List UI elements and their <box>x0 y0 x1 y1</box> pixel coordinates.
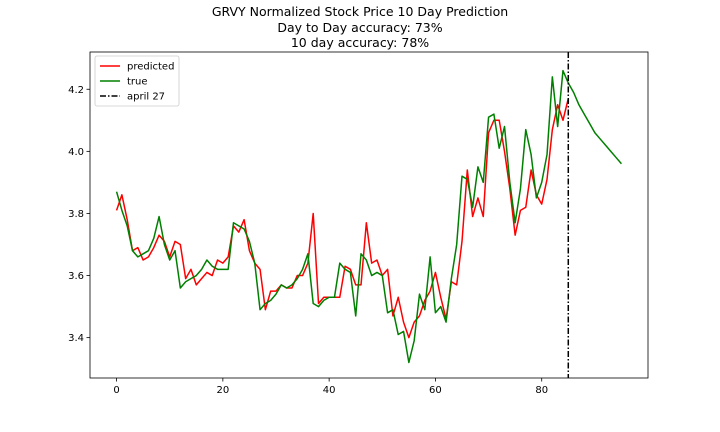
y-tick-label: 3.4 <box>68 333 84 344</box>
legend-label-true: true <box>127 77 148 88</box>
x-tick-label: 40 <box>323 385 336 396</box>
x-tick-label: 20 <box>216 385 229 396</box>
chart-title-line-3: 10 day accuracy: 78% <box>290 35 430 50</box>
legend: predicted true april 27 <box>94 55 180 107</box>
y-tick-label: 4.2 <box>68 85 84 96</box>
series-layer <box>115 52 622 378</box>
x-tick-label: 80 <box>535 385 548 396</box>
y-tick-label: 4.0 <box>68 147 84 158</box>
legend-label-april-27: april 27 <box>127 92 165 103</box>
plot-frame <box>89 51 649 379</box>
y-tick-label: 3.6 <box>68 271 84 282</box>
chart-title-line-2: Day to Day accuracy: 73% <box>277 20 443 35</box>
series-line-true <box>115 69 622 364</box>
legend-box <box>94 55 180 107</box>
x-tick-label: 60 <box>429 385 442 396</box>
x-tick-label: 0 <box>113 385 119 396</box>
legend-label-predicted: predicted <box>127 62 174 73</box>
y-tick-label: 3.8 <box>68 209 84 220</box>
axis-layer: 0 20 40 60 80 3.4 3.6 3.8 4.0 4.2 <box>68 85 548 396</box>
series-line-predicted <box>115 98 570 339</box>
chart-title-line-1: GRVY Normalized Stock Price 10 Day Predi… <box>211 4 509 19</box>
